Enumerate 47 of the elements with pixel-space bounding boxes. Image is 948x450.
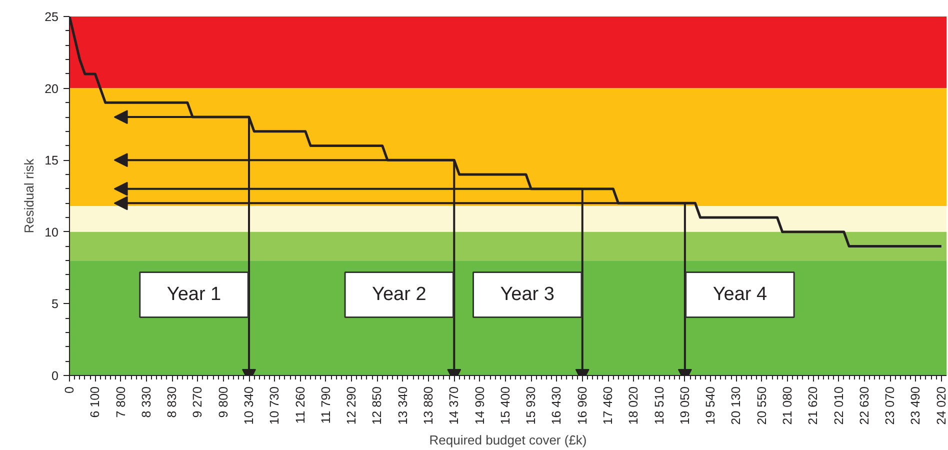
x-tick-label: 9 270 [190,386,205,418]
x-tick-label: 14 900 [472,386,487,425]
x-tick-label: 13 340 [396,386,410,425]
x-tick-label: 22 630 [857,386,872,425]
y-tick-label: 20 [44,82,59,96]
x-tick-label: 23 070 [883,386,898,425]
x-tick-label: 11 260 [293,386,308,424]
annotation: Year 3 [500,284,554,306]
x-tick-label: 16 960 [575,386,590,425]
x-tick-label: 14 370 [447,386,462,425]
x-tick-label: 21 620 [806,386,820,425]
x-tick-label: 15 400 [498,386,512,425]
x-tick-label: 6 100 [88,386,102,418]
x-tick-label: 19 050 [678,386,692,425]
x-tick-label: 9 800 [216,386,230,418]
x-tick-label: 8 830 [165,386,180,418]
x-tick-label: 23 490 [908,386,923,425]
x-tick-label: 19 540 [704,386,718,425]
x-tick-label: 20 550 [754,386,769,425]
x-tick-label: 21 080 [780,386,795,425]
x-tick-label: 18 510 [652,386,666,425]
x-axis-title: Required budget cover (£k) [429,432,587,448]
x-tick-label: 18 020 [626,386,641,425]
x-tick-label: 20 130 [729,386,744,425]
y-tick-label: 25 [44,10,59,24]
x-tick-label: 12 290 [344,386,359,425]
x-tick-label: 12 850 [370,386,384,425]
y-tick-label: 5 [52,297,59,312]
annotation: Year 2 [372,284,426,306]
x-tick-label: 7 800 [114,386,128,418]
x-tick-label: 10 730 [268,386,282,425]
x-tick-label: 8 330 [139,386,154,418]
y-tick-label: 10 [44,225,59,240]
x-tick-label: 13 880 [422,386,436,425]
y-tick-label: 0 [52,369,59,383]
y-axis-title: Residual risk [22,158,37,234]
x-tick-label: 22 010 [832,386,846,425]
x-tick-label: 15 930 [524,386,538,425]
x-tick-label: 24 020 [934,386,948,425]
x-tick-label: 17 460 [601,386,616,425]
annotation: Year 1 [166,284,222,306]
x-tick-label: 11 790 [318,386,333,424]
x-tick-label: 10 340 [242,386,256,425]
y-tick-label: 15 [44,154,59,168]
x-tick-label: 0 [62,386,76,394]
annotation: Year 4 [712,284,768,306]
x-tick-label: 16 430 [550,386,564,425]
